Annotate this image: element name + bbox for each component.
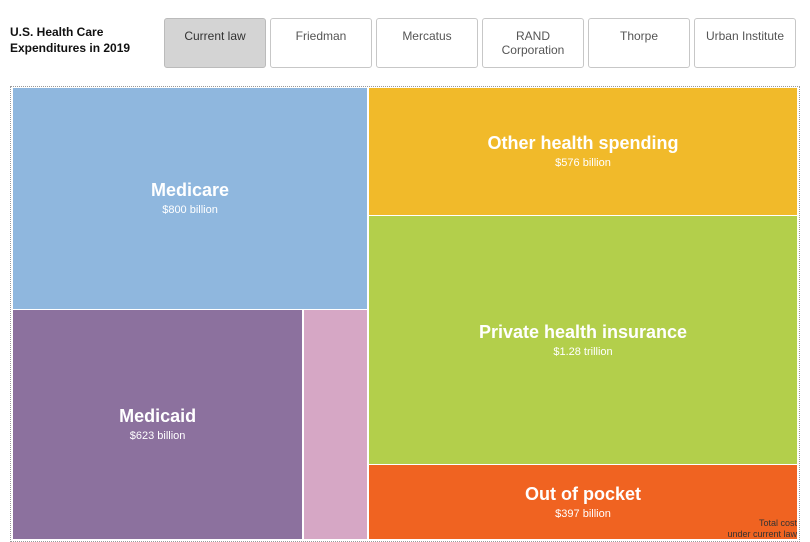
cell-oop[interactable]: Out of pocket $397 billion xyxy=(369,465,797,539)
tab-bar: Current law Friedman Mercatus RAND Corporat… xyxy=(164,18,796,68)
title-line2: Expenditures in 2019 xyxy=(10,41,130,55)
tab-label: Urban Institute xyxy=(706,29,784,43)
tab-label: Thorpe xyxy=(620,29,658,43)
cell-value: $576 billion xyxy=(555,157,611,169)
tab-friedman[interactable]: Friedman xyxy=(270,18,372,68)
tab-label: Mercatus xyxy=(402,29,451,43)
tab-label: Friedman xyxy=(296,29,347,43)
cell-value: $800 billion xyxy=(162,204,218,216)
cell-name: Medicare xyxy=(151,181,229,201)
cell-name: Private health insurance xyxy=(479,323,687,343)
tab-label: Current law xyxy=(184,29,245,43)
cell-value: $397 billion xyxy=(555,508,611,520)
cell-private[interactable]: Private health insurance $1.28 trillion xyxy=(369,216,797,464)
cell-other[interactable]: Other health spending $576 billion xyxy=(369,88,797,215)
cell-name: Out of pocket xyxy=(525,485,641,505)
title-line1: U.S. Health Care xyxy=(10,25,103,39)
cell-value: $623 billion xyxy=(130,430,186,442)
tab-mercatus[interactable]: Mercatus xyxy=(376,18,478,68)
cell-name: Other health spending xyxy=(487,134,678,154)
tab-urban-institute[interactable]: Urban Institute xyxy=(694,18,796,68)
treemap-chart: Medicare $800 billion Medicaid $623 billion… xyxy=(10,86,800,542)
cell-value: $1.28 trillion xyxy=(553,346,612,358)
tab-thorpe[interactable]: Thorpe xyxy=(588,18,690,68)
page-title: U.S. Health Care Expenditures in 2019 xyxy=(10,18,150,56)
cell-name: Medicaid xyxy=(119,407,196,427)
tab-label: RAND Corporation xyxy=(502,29,565,57)
tab-rand-corporation[interactable]: RAND Corporation xyxy=(482,18,584,68)
cell-medicare[interactable]: Medicare $800 billion xyxy=(13,88,367,309)
tab-current-law[interactable]: Current law xyxy=(164,18,266,68)
cell-va-ihs[interactable] xyxy=(304,310,367,539)
cell-medicaid[interactable]: Medicaid $623 billion xyxy=(13,310,302,539)
